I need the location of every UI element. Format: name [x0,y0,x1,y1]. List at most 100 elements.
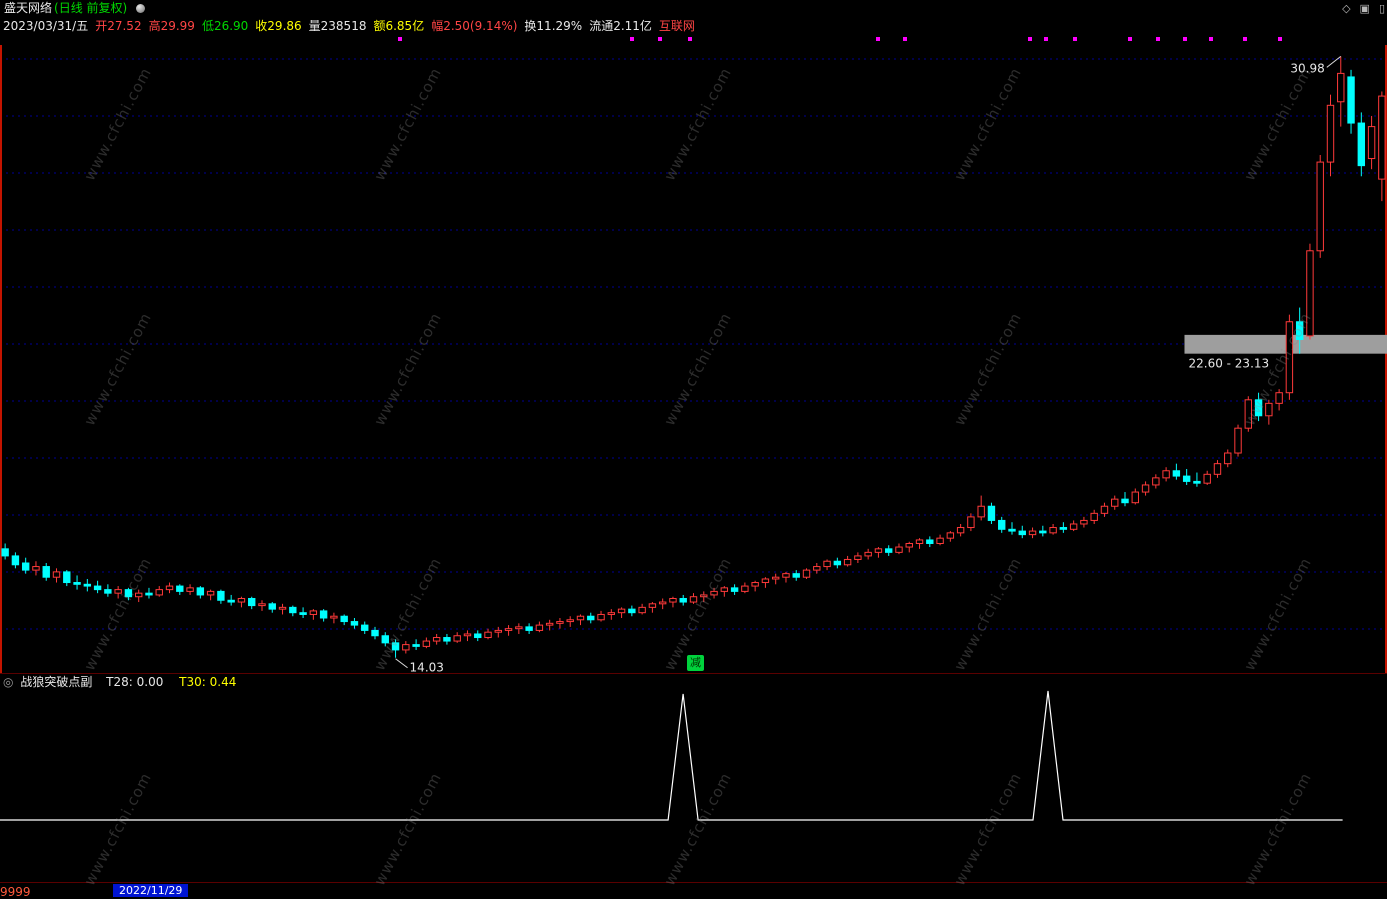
candle-down [319,610,328,619]
candle-up [504,628,513,631]
indicator-signal-line [0,690,1343,821]
candle-down [792,573,800,578]
candle-up [720,587,729,592]
main-chart[interactable]: 22.60 - 23.13 30.98 14.03 [0,45,1387,673]
candle-up [823,560,831,568]
candle-up [432,637,441,642]
title-menu-icon[interactable] [136,4,146,13]
candlestick-chart-svg[interactable]: 22.60 - 23.13 30.98 14.03 [0,45,1387,673]
candle-down [1347,76,1355,124]
candle-up [669,597,677,603]
candle-down [926,539,934,544]
indicator-header: ◎ 战狼突破点副 T28: 0.00 T30: 0.44 [0,673,1387,690]
candle-down [289,606,297,614]
candle-up [1162,470,1170,479]
indicator-name[interactable]: 战狼突破点副 [20,675,93,689]
candle-up [1111,498,1119,507]
candle-up [1337,72,1345,103]
candle-down [412,644,420,647]
candle-down [21,562,30,571]
candle-up [1203,473,1211,484]
candle-up [402,644,410,651]
candle-down [1193,480,1201,484]
indicator-panel[interactable] [0,689,1387,882]
candle-up [751,582,759,587]
candle-down [1018,530,1026,536]
candle-up [1141,484,1150,493]
signal-dot [1278,37,1282,41]
candle-up [52,571,61,578]
candle-down [587,615,595,621]
event-badge[interactable]: 减 [687,655,704,671]
signal-dot [398,37,402,41]
indicator-t28-value: T28: 0.00 [106,675,164,689]
candle-down [299,612,307,615]
high-price-label: 30.98 [1290,61,1324,75]
info-segment: 互联网 [658,19,695,33]
candle-up [977,505,985,518]
info-segment: 幅2.50(9.14%) [431,19,518,33]
candle-up [155,589,163,596]
candle-down [391,642,400,651]
candle-up [648,603,657,608]
candle-down [885,548,893,553]
info-segment: 额6.85亿 [373,19,425,33]
info-segment: 换11.29% [524,19,583,33]
candle-up [782,573,790,578]
diamond-icon[interactable]: ◇ [1342,2,1351,15]
candle-down [1295,321,1304,340]
indicator-line-svg[interactable] [0,689,1387,882]
candle-up [936,537,944,544]
candle-up [330,615,338,619]
maximize-icon[interactable]: ▣ [1359,2,1370,15]
candle-up [1306,250,1314,337]
candle-up [638,606,646,614]
candle-up [843,558,852,566]
candle-up [895,546,903,553]
candle-up [1265,402,1273,417]
candle-up [700,594,708,598]
candle-up [905,542,913,548]
candle-up [1275,392,1283,404]
candle-up [1213,463,1222,475]
candle-up [1100,505,1109,514]
candle-up [186,587,194,592]
candle-down [1059,527,1068,530]
candle-up [741,585,749,592]
candle-up [135,592,143,598]
info-segment: 2023/03/31/五 [3,19,89,33]
candle-up [813,566,821,571]
candle-up [874,548,883,553]
candle-up [258,603,266,607]
candle-up [864,551,872,557]
indicator-collapse-icon[interactable]: ◎ [3,675,14,689]
candle-up [761,578,770,584]
candle-up [1326,104,1335,163]
candle-down [1357,122,1366,167]
signal-dot [876,37,880,41]
date-chip[interactable]: 2022/11/29 [113,884,189,897]
candle-up [1080,519,1088,525]
title-bar: 盛天网络 (日线 前复权) ◇ ▣ ▯ [0,0,1387,17]
candle-down [361,624,369,631]
candle-up [576,615,585,621]
candle-up [1069,523,1078,530]
candle-up [545,622,554,626]
candle-down [381,635,389,644]
candle-up [114,589,122,594]
candle-up [237,597,246,603]
candle-down [679,597,687,603]
candle-up [515,626,523,630]
candle-up [915,539,924,544]
candle-up [1244,399,1252,429]
candle-down [987,505,996,521]
candle-down [998,519,1006,530]
low-pointer-line [395,658,408,669]
candle-up [1224,452,1232,465]
candle-down [42,566,50,578]
panel-icon[interactable]: ▯ [1378,2,1385,15]
candle-up [1028,530,1037,536]
candle-down [350,621,359,626]
signal-dot [688,37,692,41]
